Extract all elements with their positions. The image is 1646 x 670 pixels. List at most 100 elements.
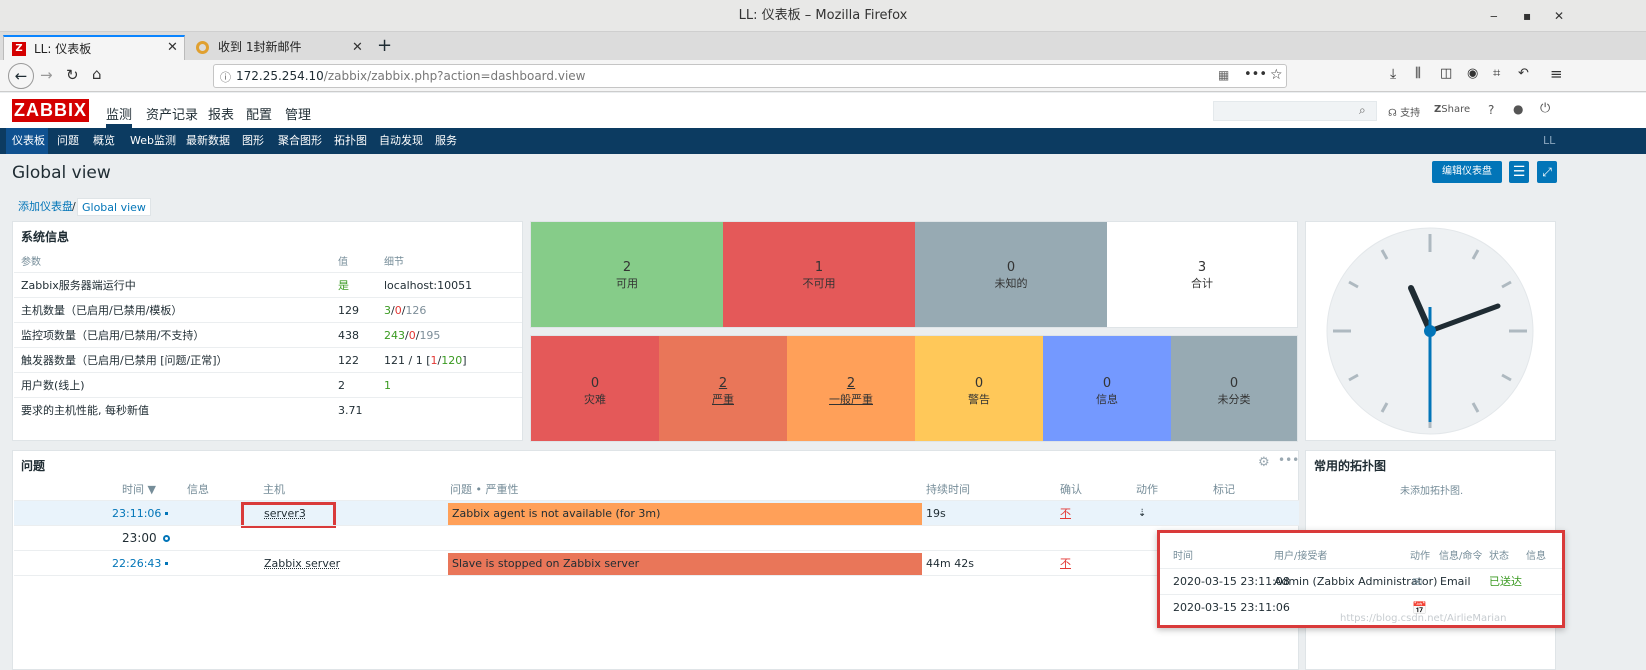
submenu-services[interactable]: 服务: [435, 134, 457, 147]
popup-info: Email: [1440, 575, 1471, 588]
table-row: 主机数量（已启用/已禁用/模板） 129 3/0/126: [14, 297, 522, 322]
zabbix-favicon-icon: Z: [12, 42, 26, 56]
menu-monitoring[interactable]: 监测: [106, 108, 133, 123]
headset-icon: ☊: [1388, 108, 1397, 119]
menu-administration[interactable]: 管理: [285, 108, 312, 123]
menu-inventory[interactable]: 资产记录: [146, 108, 199, 123]
host-available-tile[interactable]: 2 可用: [531, 222, 723, 327]
host-total-tile: 3 合计: [1107, 222, 1297, 327]
extension-icon[interactable]: ◉: [1467, 66, 1479, 81]
timeline-marker: [163, 535, 170, 542]
search-input[interactable]: ⌕: [1213, 101, 1377, 121]
help-button[interactable]: ?: [1488, 103, 1495, 117]
col-host: 主机: [263, 483, 285, 496]
close-window-button[interactable]: ✕: [1554, 9, 1565, 23]
severity-disaster-tile[interactable]: 0 灾难: [531, 336, 659, 441]
more-options-icon[interactable]: •••: [1278, 453, 1300, 467]
tab-close-button[interactable]: ✕: [167, 40, 178, 55]
table-row: 23:00: [14, 525, 1299, 550]
submenu-problems[interactable]: 问题: [57, 134, 79, 147]
edit-dashboard-button[interactable]: 编辑仪表盘: [1432, 161, 1502, 183]
sidebar-icon[interactable]: ◫: [1440, 66, 1453, 81]
sysinfo-value: 3.71: [338, 404, 363, 417]
sysinfo-param: Zabbix服务器端运行中: [21, 279, 136, 292]
col-ack: 确认: [1060, 483, 1082, 496]
zabbix-logo[interactable]: ZABBIX: [12, 99, 89, 122]
submenu-latest-data[interactable]: 最新数据: [186, 134, 230, 147]
menu-icon[interactable]: ≡: [1550, 65, 1563, 83]
fullscreen-icon[interactable]: ⤢: [1537, 161, 1557, 183]
logout-icon[interactable]: ⏻: [1540, 101, 1551, 116]
severity-average-tile[interactable]: 2 一般严重: [787, 336, 915, 441]
severity-not-classified-tile[interactable]: 0 未分类: [1171, 336, 1297, 441]
search-icon[interactable]: ⌕: [1359, 103, 1366, 117]
submenu-web[interactable]: Web监测: [130, 134, 176, 147]
actions-icon[interactable]: ⇣: [1138, 508, 1147, 519]
maximize-button[interactable]: ▪: [1523, 9, 1532, 23]
url-bar[interactable]: ⓘ 172.25.254.10/zabbix/zabbix.php?action…: [213, 64, 1287, 88]
submenu-screens[interactable]: 聚合图形: [278, 134, 322, 147]
col-time[interactable]: 时间 ▼: [122, 483, 156, 496]
system-info-title: 系统信息: [21, 230, 70, 244]
problems-by-severity-widget: 0 灾难 2 严重 2 一般严重 0 警告 0 信息 0 未分类: [530, 335, 1298, 442]
info-icon: ⓘ: [220, 71, 231, 84]
problem-host[interactable]: server3: [264, 507, 306, 520]
host-unavailable-tile[interactable]: 1 不可用: [723, 222, 915, 327]
calendar-icon: 📅: [1412, 601, 1427, 615]
support-link[interactable]: ☊ 支持: [1388, 104, 1420, 119]
bookmark-star-icon[interactable]: ☆: [1270, 67, 1283, 83]
breadcrumb-add-dashboard[interactable]: 添加仪表盘: [18, 200, 73, 213]
clock-widget: [1305, 221, 1556, 441]
problem-name[interactable]: Slave is stopped on Zabbix server: [448, 553, 922, 575]
home-icon[interactable]: ⌂: [92, 65, 102, 83]
menu-reports[interactable]: 报表: [208, 108, 235, 123]
severity-information-tile[interactable]: 0 信息: [1043, 336, 1171, 441]
new-tab-button[interactable]: +: [377, 35, 393, 56]
screenshot-icon[interactable]: ⌗: [1493, 66, 1501, 81]
sysinfo-param: 用户数(线上): [21, 379, 85, 392]
reload-icon[interactable]: ↻: [66, 66, 79, 84]
system-info-widget: [12, 221, 523, 441]
minimize-button[interactable]: ‒: [1490, 9, 1498, 23]
problem-ack[interactable]: 不: [1060, 507, 1071, 520]
page-actions-icon[interactable]: •••: [1244, 67, 1268, 82]
tab-mail[interactable]: 收到 1封新邮件: [188, 35, 370, 60]
forward-icon[interactable]: →: [40, 66, 53, 84]
watermark: https://blog.csdn.net/AirlieMarian: [1340, 613, 1507, 624]
library-icon[interactable]: ⫼: [1415, 66, 1421, 81]
problems-title: 问题: [21, 459, 46, 473]
table-row[interactable]: 23:11:06 server3 Zabbix agent is not ava…: [14, 500, 1299, 525]
problem-time[interactable]: 23:11:06: [112, 507, 162, 520]
sysinfo-param: 要求的主机性能, 每秒新值: [21, 404, 149, 417]
problem-host[interactable]: Zabbix server: [264, 557, 341, 570]
problem-name[interactable]: Zabbix agent is not available (for 3m): [448, 503, 922, 525]
dashboard-list-icon[interactable]: ☰: [1509, 161, 1529, 183]
sysinfo-param: 主机数量（已启用/已禁用/模板）: [21, 304, 183, 317]
submenu-graphs[interactable]: 图形: [242, 134, 264, 147]
submenu-maps[interactable]: 拓扑图: [334, 134, 367, 147]
severity-high-tile[interactable]: 2 严重: [659, 336, 787, 441]
sync-icon[interactable]: ↶: [1518, 66, 1529, 81]
qr-icon[interactable]: ▦: [1218, 68, 1230, 82]
tab-dashboard[interactable]: Z LL: 仪表板: [3, 35, 185, 60]
tab-close-button[interactable]: ✕: [352, 40, 363, 55]
tab-label: LL: 仪表板: [34, 42, 92, 56]
problem-ack[interactable]: 不: [1060, 557, 1071, 570]
menu-configuration[interactable]: 配置: [246, 108, 273, 123]
problem-time[interactable]: 22:26:43: [112, 557, 162, 570]
gear-icon[interactable]: ⚙: [1258, 455, 1270, 470]
table-row[interactable]: 22:26:43 Zabbix server Slave is stopped …: [14, 550, 1299, 575]
download-icon[interactable]: ⤓: [1390, 66, 1397, 82]
back-icon[interactable]: ←: [8, 63, 34, 89]
user-profile-icon[interactable]: ●: [1513, 102, 1524, 116]
breadcrumb-current[interactable]: Global view: [77, 198, 151, 216]
popup-col-user: 用户/接受者: [1274, 551, 1328, 562]
submenu-overview[interactable]: 概览: [93, 134, 115, 147]
host-unknown-tile[interactable]: 0 未知的: [915, 222, 1107, 327]
severity-warning-tile[interactable]: 0 警告: [915, 336, 1043, 441]
share-link[interactable]: ZShare: [1434, 104, 1470, 115]
submenu-dashboard[interactable]: 仪表板: [12, 134, 45, 147]
table-row: 触发器数量（已启用/已禁用 [问题/正常]） 122 121 / 1 [1/12…: [14, 347, 522, 372]
submenu-discovery[interactable]: 自动发现: [379, 134, 423, 147]
submenu-bar: [0, 128, 1646, 154]
